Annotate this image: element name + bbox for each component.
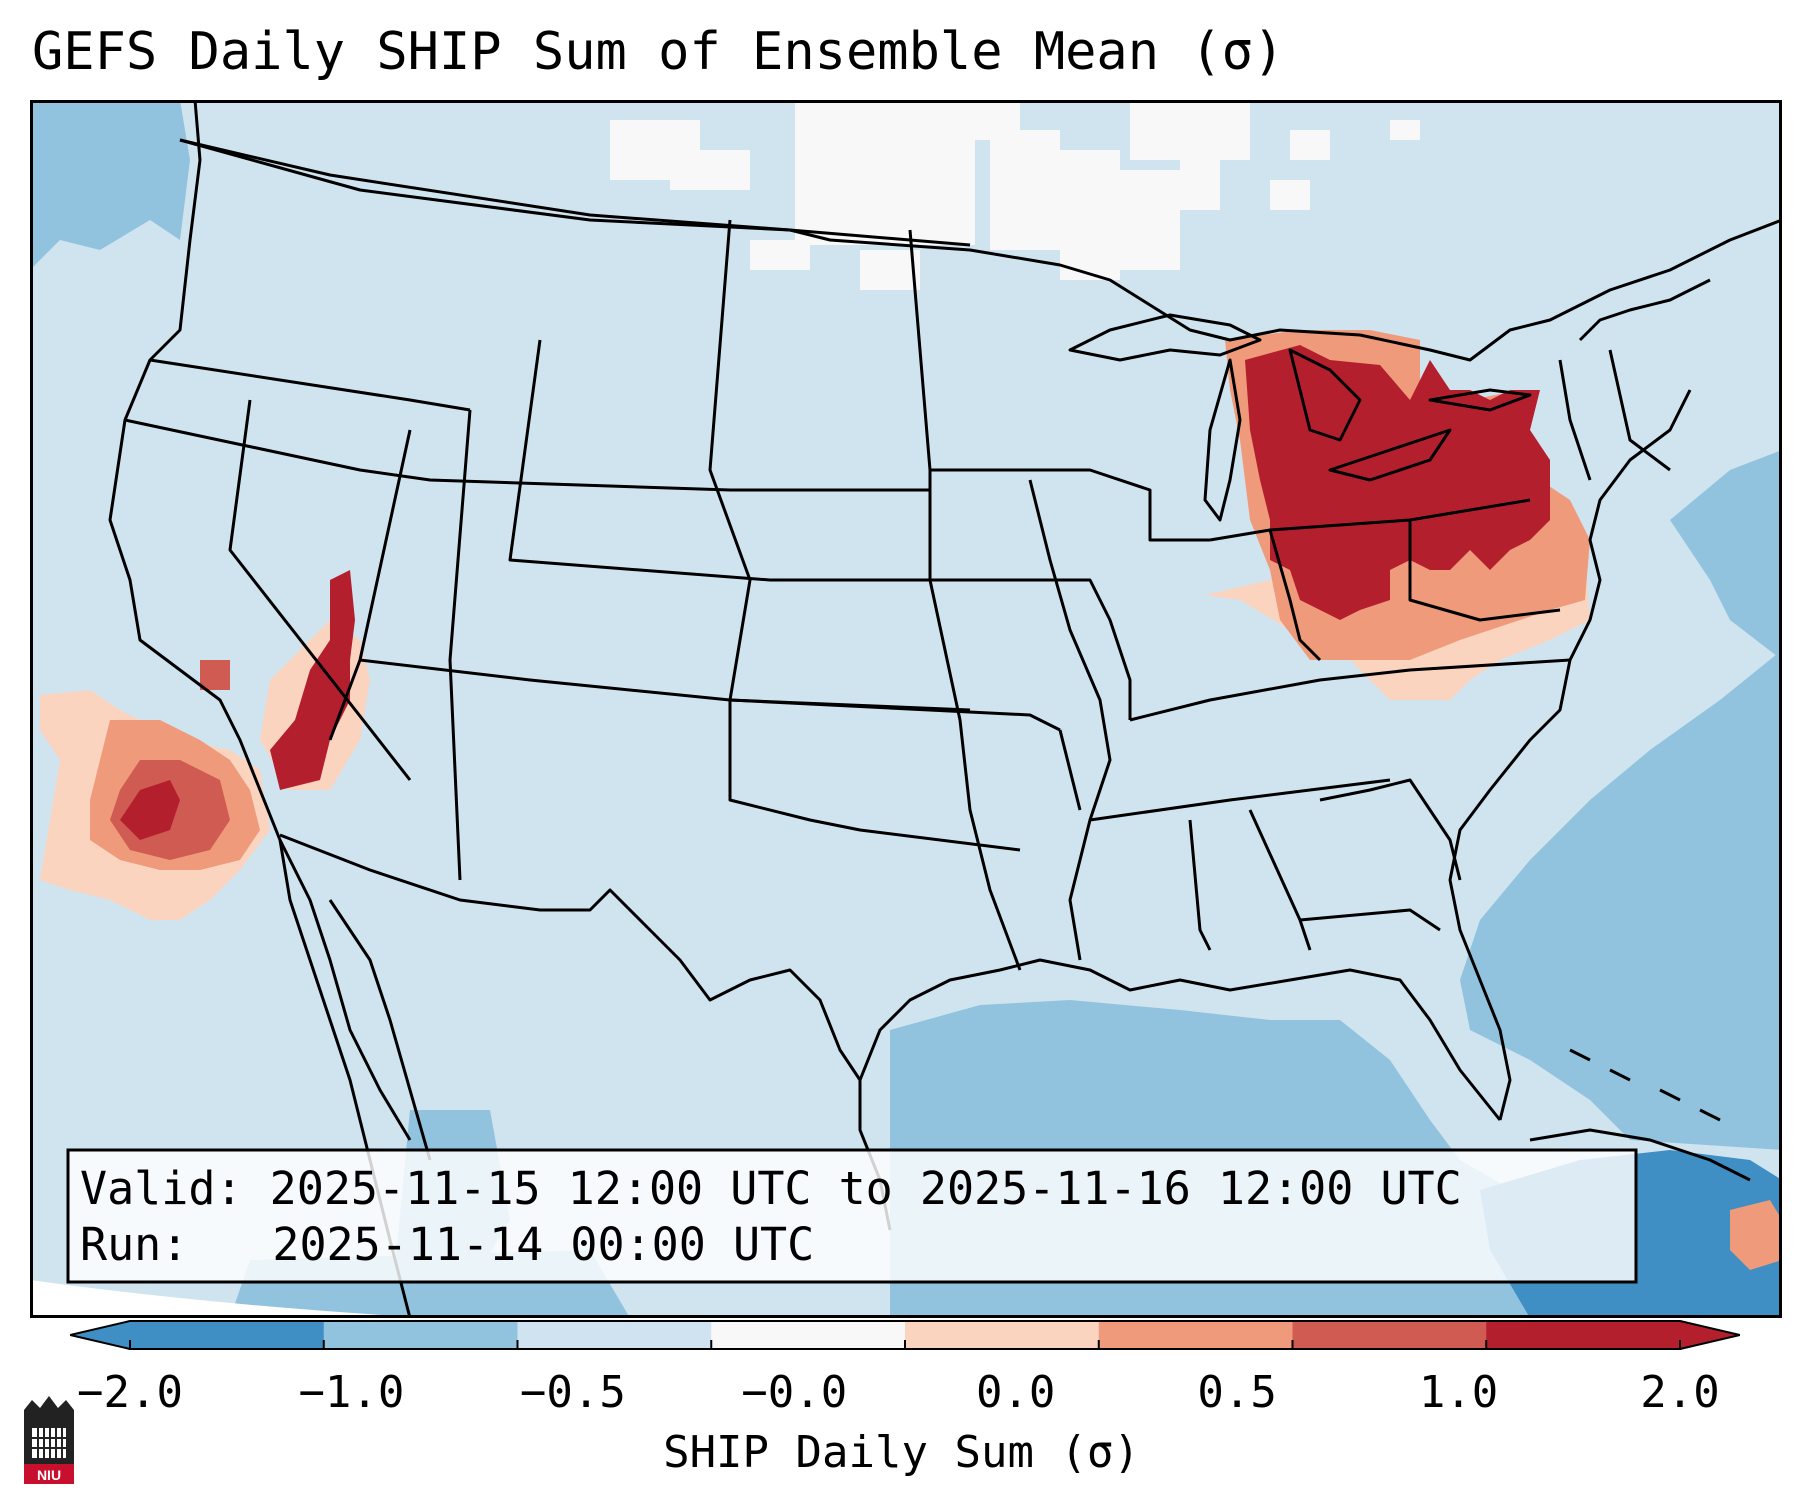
sw-core xyxy=(270,570,355,790)
colorbar xyxy=(69,1320,1741,1350)
lower-left-white-arc xyxy=(30,1280,430,1318)
colorbar-tick: −1.0 xyxy=(298,1367,405,1418)
info-box: Valid: 2025-11-15 12:00 UTC to 2025-11-1… xyxy=(66,1148,1638,1284)
atlantic-ocean-shade-south xyxy=(1460,650,1782,1150)
colorbar-tick: 0.0 xyxy=(975,1367,1056,1418)
university-building-icon xyxy=(24,1396,74,1484)
colorbar-bin xyxy=(1098,1320,1293,1350)
colorbar-extend-min xyxy=(70,1320,130,1350)
lake-michigan xyxy=(1203,358,1242,522)
map-canvas: Valid: 2025-11-15 12:00 UTC to 2025-11-1… xyxy=(30,100,1782,1318)
colorbar-bin xyxy=(517,1320,712,1350)
bahamas-dots xyxy=(1569,1048,1721,1122)
colorbar-tick: 2.0 xyxy=(1640,1367,1720,1418)
colorbar-bin xyxy=(1486,1320,1681,1350)
run-label: Run: xyxy=(80,1218,188,1271)
caribbean-positive xyxy=(1730,1200,1782,1270)
colorbar-bin xyxy=(130,1320,325,1350)
northern-border xyxy=(179,138,971,247)
colorbar-tick: 1.0 xyxy=(1418,1367,1499,1418)
niu-logo: NIU xyxy=(24,1396,74,1484)
great-lakes-core xyxy=(1245,345,1550,620)
colorbar-tick: −0.0 xyxy=(741,1367,848,1418)
colorbar-tick: −0.5 xyxy=(519,1367,626,1418)
lake-erie xyxy=(1328,428,1452,482)
east-coastline xyxy=(1448,389,1692,1121)
colorbar-graphic xyxy=(69,1320,1741,1350)
run-value: 2025-11-14 00:00 UTC xyxy=(272,1218,814,1271)
lake-ontario xyxy=(1428,388,1532,412)
mexico-west-coast xyxy=(328,899,432,1161)
info-run-line: Run: 2025-11-14 00:00 UTC xyxy=(80,1218,814,1271)
colorbar-tick: −2.0 xyxy=(77,1367,183,1418)
colorbar-bin xyxy=(905,1320,1100,1350)
page-title: GEFS Daily SHIP Sum of Ensemble Mean (σ) xyxy=(32,22,1285,82)
canada-us-border xyxy=(179,138,1782,362)
colorbar-extend-max xyxy=(1680,1320,1740,1350)
map-frame xyxy=(30,100,1782,1318)
cuba-outline xyxy=(1529,1128,1751,1182)
valid-value: 2025-11-15 12:00 UTC to 2025-11-16 12:00… xyxy=(270,1162,1462,1215)
info-valid-line: Valid: 2025-11-15 12:00 UTC to 2025-11-1… xyxy=(80,1162,1462,1215)
lake-superior xyxy=(1068,313,1262,362)
lake-huron xyxy=(1288,348,1362,442)
colorbar-bin xyxy=(1292,1320,1487,1350)
colorbar-bin xyxy=(711,1320,906,1350)
map-panel: Valid: 2025-11-15 12:00 UTC to 2025-11-1… xyxy=(30,100,1782,1318)
pacific-ocean-shade xyxy=(30,100,190,270)
atlantic-ocean-shade xyxy=(1670,450,1782,660)
near-zero-layer xyxy=(610,100,1420,290)
positive-anomaly-layer xyxy=(40,330,1782,1270)
colorbar-tick: 0.5 xyxy=(1197,1367,1277,1418)
colorbar-label: SHIP Daily Sum (σ) xyxy=(663,1427,1140,1478)
baja-coastline xyxy=(278,839,412,1141)
west-coastline xyxy=(108,100,412,1318)
valid-label: Valid: xyxy=(80,1162,243,1215)
sw-small-block xyxy=(200,660,230,690)
logo-text: NIU xyxy=(37,1467,61,1483)
mexico-border xyxy=(279,833,862,1081)
pacific-core-b xyxy=(120,780,180,840)
boundaries-layer xyxy=(108,100,1782,1318)
info-box-background xyxy=(66,1148,1638,1284)
colorbar-bin xyxy=(323,1320,518,1350)
